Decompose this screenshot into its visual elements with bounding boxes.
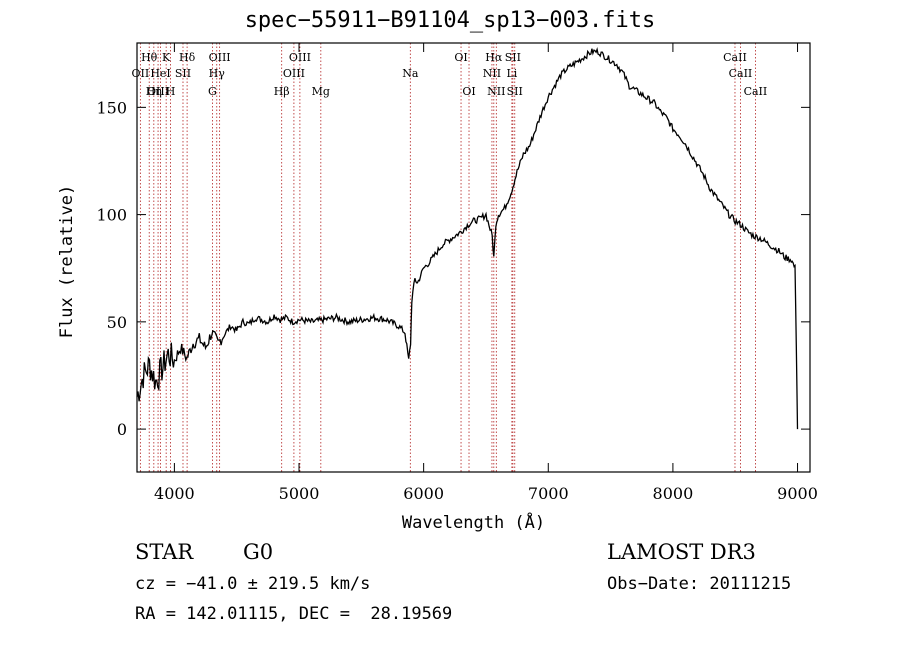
x-tick-label: 5000 [279, 484, 320, 503]
redshift-value: cz = −41.0 ± 219.5 km/s [135, 574, 371, 594]
flux-series-line [136, 47, 799, 430]
spectral-line-label: SII [505, 51, 521, 64]
spectral-line-label: Hδ [179, 51, 196, 64]
object-subclass: G0 [243, 540, 274, 564]
spectral-line-label: Hθ [141, 51, 158, 64]
x-tick-label: 8000 [653, 484, 694, 503]
spectral-line-label: Li [506, 67, 517, 80]
obs-date: Obs−Date: 20111215 [607, 574, 792, 594]
x-axis-ticks: 4000 5000 6000 7000 8000 9000 [154, 43, 818, 503]
spectral-line-label: OIII [289, 51, 311, 64]
y-tick-label: 100 [96, 206, 127, 225]
spectral-line-label: OII [132, 67, 150, 80]
object-class: STAR [135, 540, 194, 564]
y-axis-label: Flux (relative) [57, 185, 77, 339]
coordinates: RA = 142.01115, DEC = 28.19569 [135, 604, 453, 624]
y-axis-ticks: 0 50 100 150 [96, 98, 810, 439]
spectral-line-label: HeI [150, 67, 170, 80]
spectral-line-label: Hγ [209, 67, 226, 80]
spectral-line-label: SII [175, 67, 191, 80]
x-axis-label: Wavelength (Å) [402, 511, 545, 533]
x-tick-label: 6000 [403, 484, 444, 503]
x-tick-label: 7000 [528, 484, 569, 503]
spectral-line-label: NII [483, 67, 501, 80]
spectral-line-label: CaII [744, 85, 768, 98]
spectral-line-label: OIII [147, 85, 169, 98]
spectral-line-label: K [162, 51, 171, 64]
spectral-line-label: Hη [146, 85, 162, 98]
x-tick-label: 4000 [154, 484, 195, 503]
spectral-line-label: OIII [209, 51, 231, 64]
spectral-line-label: OIII [283, 67, 305, 80]
chart-title: spec−55911−B91104_sp13−003.fits [244, 8, 656, 33]
spectral-line-label: G [208, 85, 217, 98]
spectral-line-label: OI [454, 51, 467, 64]
spectral-line-label: Na [402, 67, 419, 80]
spectral-line-label: Hα [485, 51, 503, 64]
y-tick-label: 0 [117, 420, 127, 439]
spectral-line-label: SII [507, 85, 523, 98]
plot-frame [136, 42, 811, 473]
x-tick-label: 9000 [777, 484, 818, 503]
spectral-line-label: CaII [723, 51, 747, 64]
survey-name: LAMOST DR3 [607, 540, 756, 564]
spectral-line-label: Mg [312, 85, 330, 98]
y-tick-label: 50 [107, 313, 127, 332]
spectral-line-label: OI [462, 85, 475, 98]
spectral-line-labels: OII Hθ OIII HeI K Hη SII H Hδ OIII Hγ G Hβ OIII OIII Mg… [132, 51, 768, 98]
spectral-line-label: H [166, 85, 176, 98]
spectral-line-label: Hβ [274, 85, 290, 98]
spectral-line-label: NII [487, 85, 505, 98]
y-tick-label: 150 [96, 98, 127, 117]
spectral-line-markers [139, 43, 756, 472]
spectral-line-label: CaII [729, 67, 753, 80]
